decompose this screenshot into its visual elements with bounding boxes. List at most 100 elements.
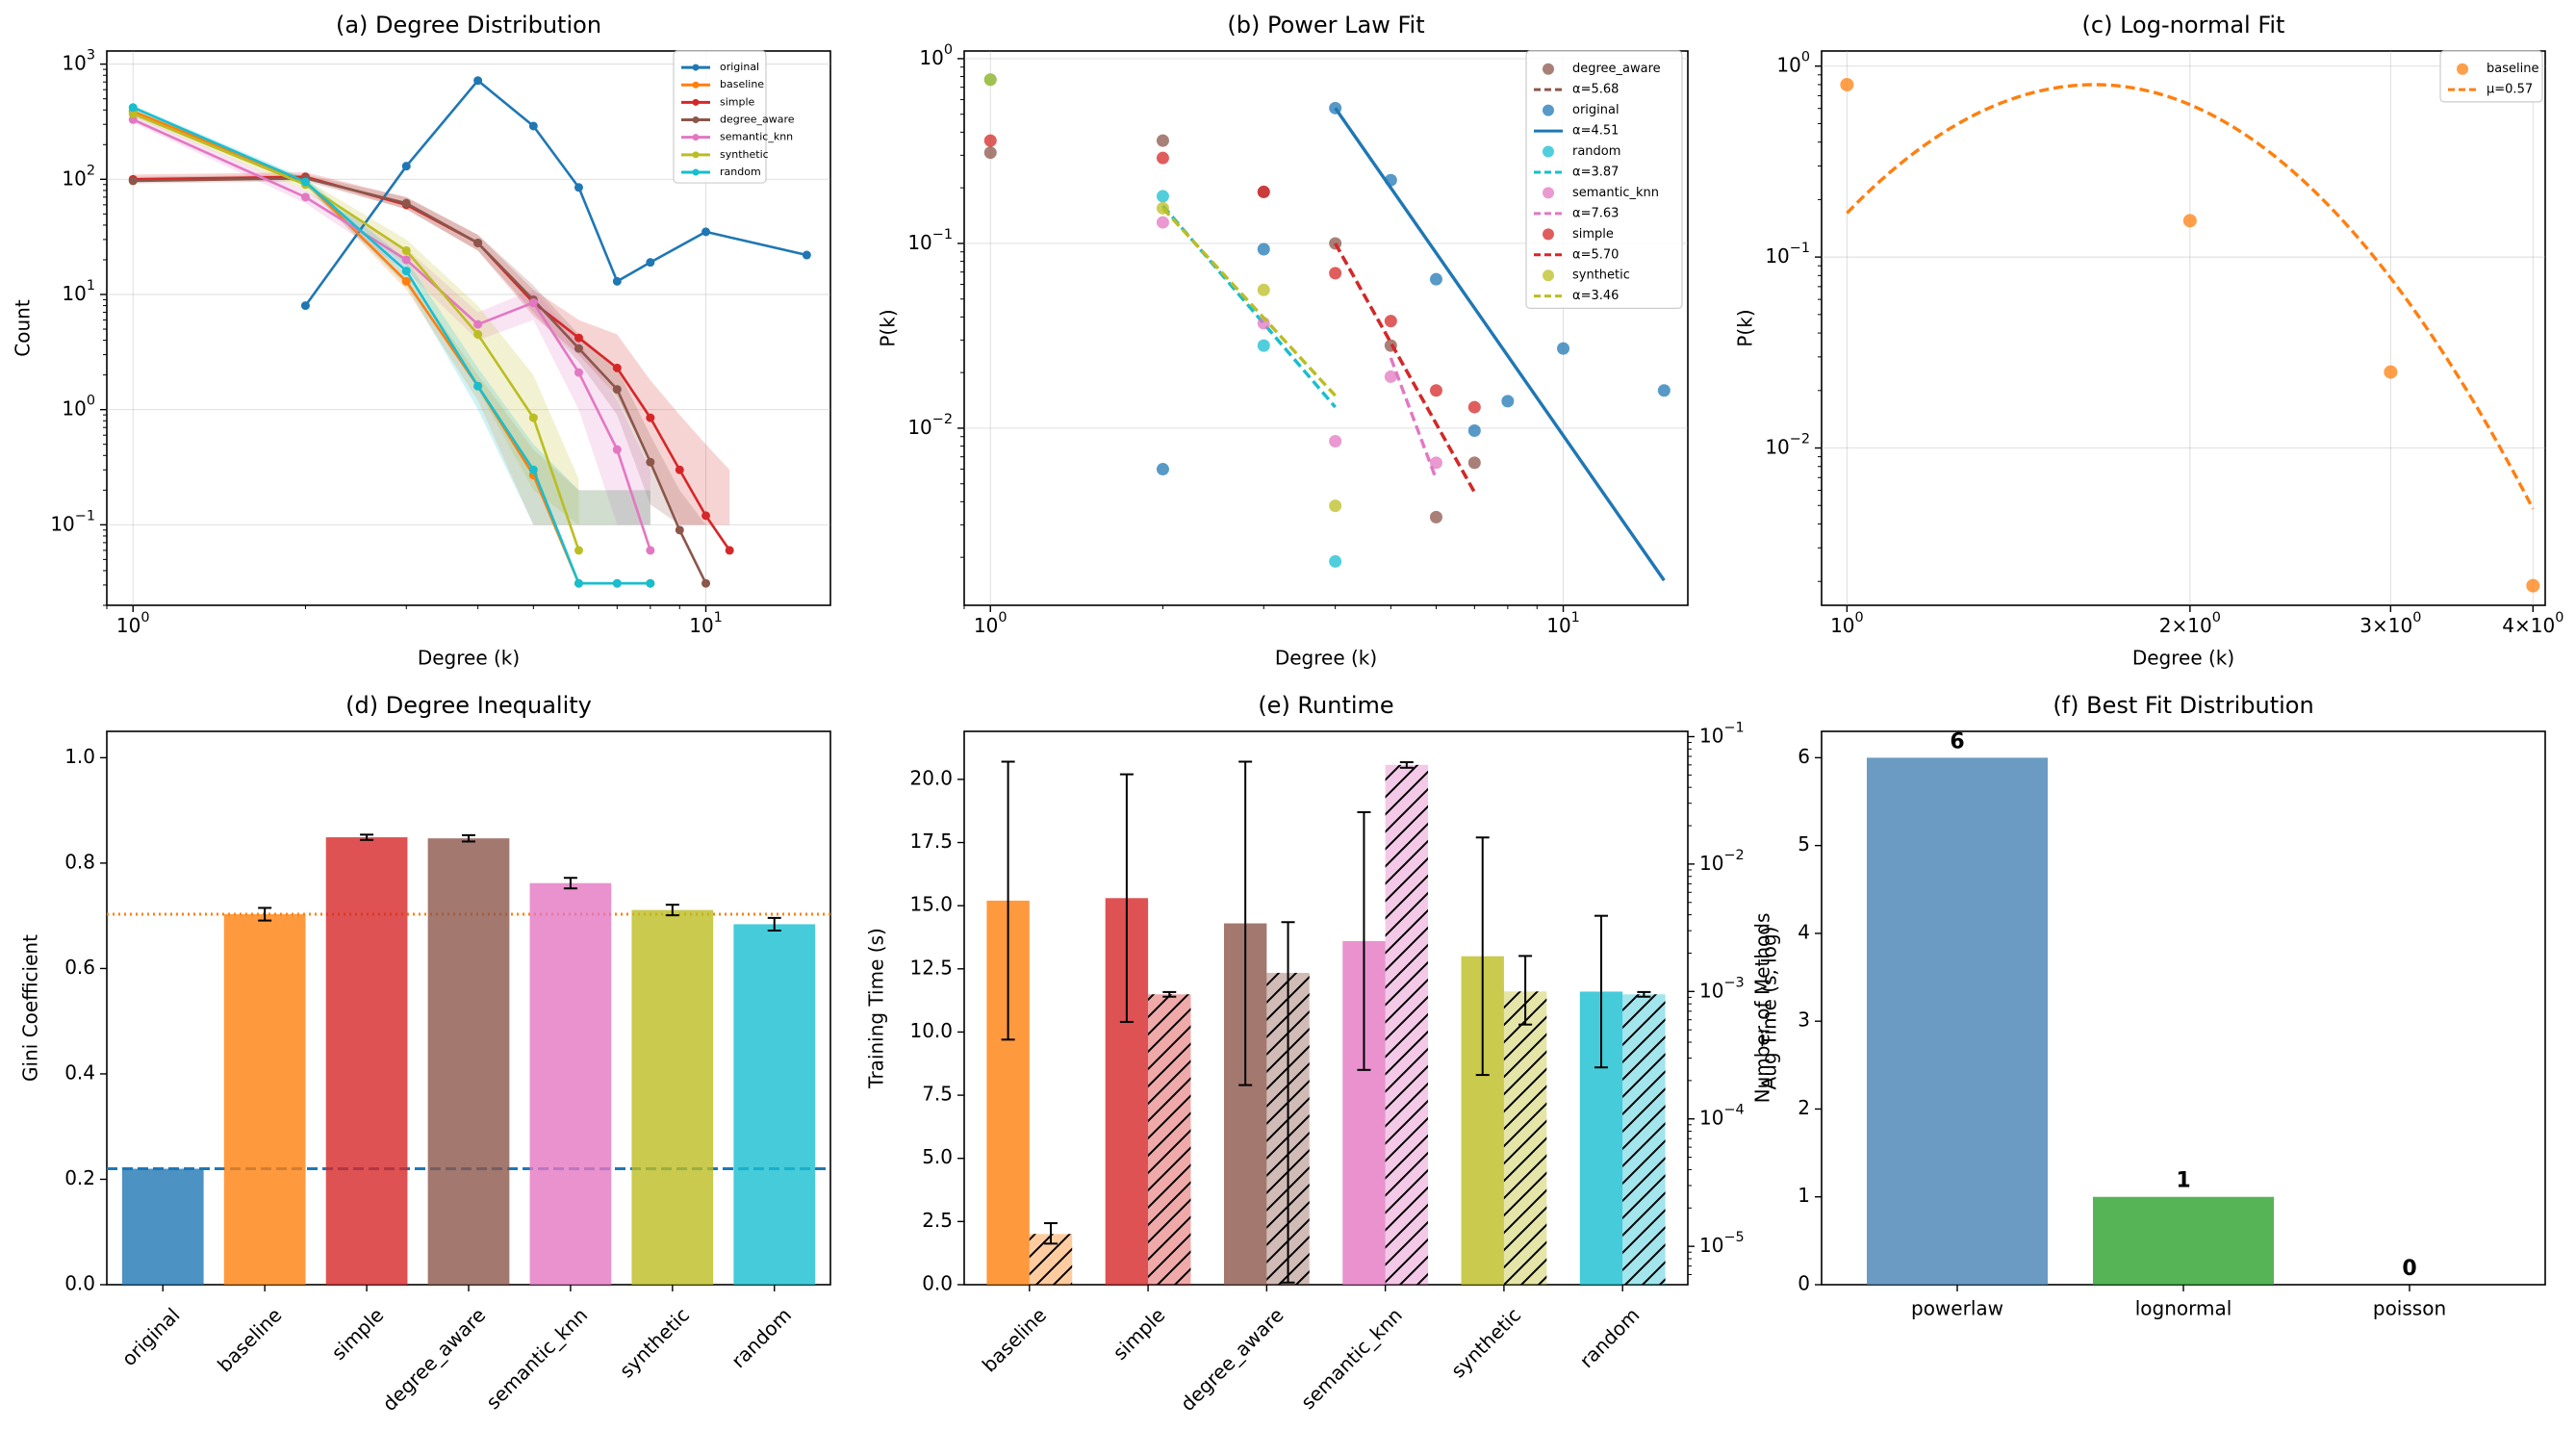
confidence-band-random: [133, 105, 650, 525]
data-point-synthetic: [574, 546, 583, 555]
x-tick-label: lognormal: [2135, 1297, 2232, 1320]
plot-frame: [1821, 50, 2546, 606]
x-tick-label: random: [1575, 1303, 1645, 1372]
data-point-baseline: [2182, 214, 2197, 228]
data-point-degree_aware: [1329, 237, 1342, 250]
bar-baseline: [223, 914, 306, 1285]
x-tick-label: simple: [1109, 1303, 1170, 1365]
fit-line-original: [1334, 107, 1666, 582]
data-point-random: [1156, 190, 1169, 203]
data-label: 6: [1950, 729, 1964, 753]
y-tick-label: 17.5: [909, 830, 953, 853]
data-point-simple: [646, 413, 655, 422]
data-point-semantic_knn: [300, 192, 310, 202]
legend-label: simple: [1572, 227, 1614, 242]
data-point-original: [401, 162, 411, 171]
data-point-random: [128, 103, 138, 113]
data-point-degree_aware: [612, 385, 622, 395]
x-tick-label: semantic_knn: [1296, 1303, 1407, 1414]
x-axis-label: Degree (k): [2132, 647, 2234, 670]
y-tick-label: 15.0: [909, 893, 953, 916]
y-axis-label: P(k): [877, 309, 900, 346]
legend-handle-marker: [1543, 63, 1554, 75]
legend-label: degree_aware: [1572, 62, 1661, 76]
data-point-degree_aware: [473, 238, 483, 247]
data-point-simple: [612, 363, 622, 372]
y-tick-label: 10−1: [1765, 241, 1810, 268]
data-point-simple: [725, 546, 734, 555]
y-right-tick-label: 10−3: [1699, 975, 1745, 1002]
fit-line-random: [1161, 204, 1337, 409]
bar-synthetic: [631, 909, 714, 1285]
y-tick-label: 2: [1798, 1096, 1810, 1119]
data-point-original: [1657, 384, 1671, 397]
legend-label: synthetic: [720, 148, 769, 161]
data-point-synthetic: [983, 73, 997, 87]
data-point-semantic_knn: [528, 297, 538, 307]
data-point-semantic_knn: [1384, 370, 1397, 383]
data-point-simple: [675, 465, 684, 474]
data-point-simple: [1156, 151, 1169, 165]
x-tick-label: 100: [1830, 610, 1864, 637]
x-tick-label: degree_aware: [378, 1303, 491, 1416]
data-point-simple: [1257, 185, 1270, 198]
y-tick-label: 10−1: [907, 227, 953, 253]
y-tick-label: 3: [1798, 1009, 1810, 1032]
data-point-original: [612, 276, 622, 286]
legend-handle-marker: [1543, 104, 1554, 116]
y-tick-label: 101: [62, 278, 95, 305]
confidence-band-synthetic: [133, 111, 579, 525]
y-tick-label: 1.0: [64, 745, 95, 768]
data-label: 0: [2402, 1257, 2416, 1281]
plot-area: [128, 76, 811, 588]
data-point-degree_aware: [1467, 456, 1481, 470]
data-point-random: [300, 177, 310, 187]
plot-frame: [963, 50, 1689, 606]
chart-title: (b) Power Law Fit: [1227, 12, 1424, 38]
chart-title: (e) Runtime: [1258, 692, 1393, 719]
data-point-semantic_knn: [1429, 456, 1442, 470]
x-tick-label: baseline: [213, 1303, 286, 1376]
chart-a: (a) Degree Distribution Degree (k) Count 10…: [12, 12, 831, 670]
legend-handle-marker: [1543, 145, 1554, 158]
series-line-synthetic: [132, 113, 580, 551]
chart-f: (f) Best Fit Distribution Number of Metho…: [1751, 692, 2546, 1320]
data-point-random: [1257, 339, 1270, 352]
x-tick-label: synthetic: [1446, 1303, 1525, 1382]
x-tick-label: powerlaw: [1911, 1297, 2003, 1320]
y-tick-label: 10−2: [1765, 432, 1810, 459]
bar-lognormal: [2093, 1196, 2274, 1285]
legend-label: μ=0.57: [2487, 83, 2533, 97]
bar-aug-hatch-simple: [1148, 994, 1191, 1285]
data-label: 1: [2176, 1169, 2190, 1193]
y-tick-label: 100: [1776, 50, 1810, 77]
legend-handle-marker: [2457, 63, 2468, 75]
x-tick-label: degree_aware: [1176, 1303, 1288, 1416]
data-point-degree_aware: [701, 578, 711, 588]
legend-handle-marker: [1543, 187, 1554, 199]
x-tick-label: original: [117, 1303, 185, 1370]
series-line-semantic_knn: [132, 118, 652, 551]
data-point-original: [1501, 395, 1515, 408]
data-point-baseline: [1840, 77, 1854, 91]
confidence-band-degree_aware: [133, 174, 706, 525]
data-point-original: [1257, 243, 1270, 256]
bar-aug-hatch-random: [1622, 994, 1666, 1285]
legend-label: baseline: [720, 78, 764, 90]
legend-label: semantic_knn: [720, 131, 793, 143]
bar-original: [121, 1168, 204, 1285]
x-tick-label: 101: [689, 610, 723, 637]
legend-box: [2439, 50, 2543, 103]
legend-label: α=3.87: [1572, 165, 1619, 179]
y-tick-label: 100: [62, 394, 95, 421]
y-tick-label: 6: [1798, 745, 1810, 768]
legend-label: α=5.68: [1572, 83, 1619, 97]
x-tick-label: 2×100: [2159, 610, 2221, 637]
data-point-semantic_knn: [473, 319, 483, 329]
fit-line-simple: [1334, 243, 1476, 494]
legend-label: degree_aware: [720, 114, 795, 126]
y-tick-label: 0.0: [64, 1272, 95, 1295]
legend-label: random: [720, 166, 761, 178]
data-point-synthetic: [401, 245, 411, 255]
legend-label: original: [720, 61, 759, 73]
